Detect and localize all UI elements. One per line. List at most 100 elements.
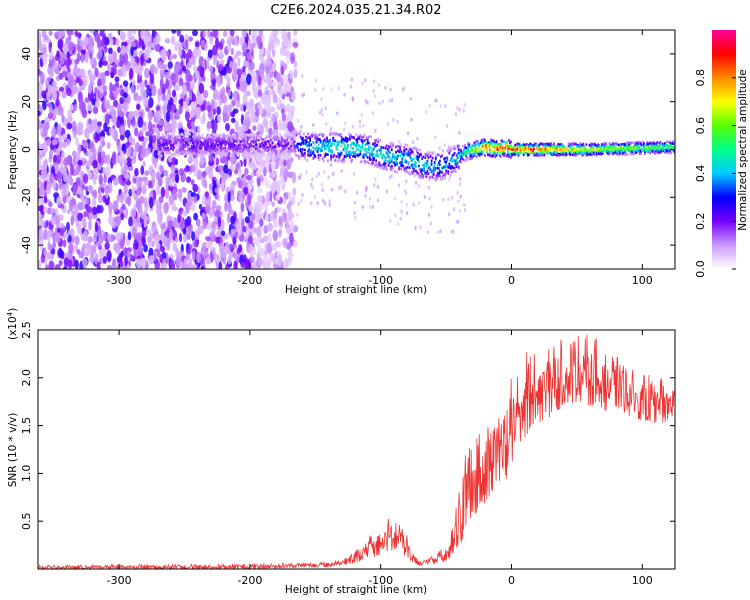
spectrogram-faint-cell (406, 131, 410, 136)
spectrogram-ridge-cell (414, 169, 417, 173)
spectrogram-ridge-cell (408, 172, 411, 176)
spectrogram-ridge-cell (300, 137, 303, 141)
spectrogram-noise-cell (148, 127, 154, 137)
spectrogram-ridge-cell (212, 144, 215, 148)
spectrogram-ridge-cell (251, 135, 254, 139)
spectrogram-ridge-cell (191, 149, 193, 153)
spectrogram-ridge-cell (283, 151, 285, 154)
spectrogram-ridge-cell (453, 147, 456, 151)
spectrogram-ridge-cell (170, 145, 172, 149)
spectrogram-ridge-cell (252, 136, 255, 139)
spectrogram-ridge-cell (231, 133, 234, 137)
spectrogram-noise-cell (205, 235, 211, 242)
spectrogram-ridge-cell (540, 148, 543, 152)
spectrogram-ridge-cell (437, 153, 440, 157)
spectrogram-noise-cell (181, 210, 186, 216)
spectrogram-noise-cell (202, 111, 206, 124)
spectrogram-noise-cell (94, 67, 99, 77)
spectrogram-ridge-cell (293, 140, 296, 143)
spectrogram-noise-cell (98, 59, 103, 68)
spectrogram-ridge-cell (307, 150, 309, 153)
spectrogram-noise-cell (168, 231, 174, 238)
spectrogram-ridge-cell (352, 142, 354, 145)
spectrogram-ridge-cell (183, 138, 186, 141)
spectrogram-ridge-cell (257, 153, 260, 157)
spectrogram-ridge-cell (242, 144, 245, 147)
spectrogram-noise-cell (52, 125, 56, 132)
spectrogram-ridge-cell (395, 159, 397, 163)
spectrogram-noise-cell (116, 215, 122, 226)
spectrogram-noise-cell (273, 30, 279, 37)
spectrogram-ridge-cell (346, 137, 349, 141)
spectrogram-ridge-cell (479, 141, 482, 145)
spectrogram-ridge-cell (193, 142, 195, 145)
spectrogram-noise-cell (164, 38, 171, 44)
spectrogram-ridge-cell (351, 147, 353, 150)
spectrogram-ridge-cell (296, 142, 299, 146)
spectrogram-noise-cell (75, 166, 80, 176)
spectrogram-faint-cell (377, 144, 381, 149)
spectrogram-ridge-cell (488, 143, 491, 147)
spectrogram-ridge-cell (621, 147, 623, 150)
spectrogram-ridge-cell (198, 154, 201, 158)
spectrogram-ridge-cell (314, 147, 317, 151)
spectrogram-noise-cell (186, 176, 192, 184)
spectrogram-noise-cell (220, 230, 226, 237)
spectrogram-ridge-cell (510, 144, 512, 148)
spectrogram-noise-cell (162, 169, 168, 177)
spectrogram-ridge-cell (234, 139, 237, 143)
spectrogram-ridge-cell (494, 152, 497, 155)
spectrogram-noise-cell (175, 236, 179, 243)
spectrogram-noise-cell (169, 178, 174, 187)
spectrogram-noise-cell (92, 123, 99, 132)
spectrogram-ridge-cell (614, 146, 617, 149)
spectrogram-ridge-cell (253, 139, 256, 143)
spectrogram-ridge-cell (491, 139, 494, 142)
spectrogram-noise-cell (70, 163, 75, 176)
spectrogram-faint-cell (350, 77, 354, 82)
spectrogram-noise-cell (47, 66, 52, 75)
spectrogram-ridge-cell (465, 154, 467, 158)
spectrogram-ridge-cell (298, 129, 301, 133)
spectrogram-ridge-cell (579, 146, 582, 149)
spectrogram-ridge-cell (247, 142, 250, 146)
spectrogram-ridge-cell (543, 153, 546, 157)
spectrogram-ridge-cell (545, 142, 548, 146)
spectrogram-ridge-cell (376, 152, 379, 156)
spectrogram-noise-cell (62, 239, 67, 248)
spectrogram-ridge-cell (289, 133, 292, 136)
spectrogram-ridge-cell (336, 148, 339, 151)
spectrogram-noise-cell (87, 35, 94, 46)
spectrogram-ridge-cell (164, 139, 167, 142)
spectrogram-noise-cell (230, 47, 235, 56)
spectrogram-noise-cell (167, 61, 173, 69)
spectrogram-noise-cell (56, 170, 62, 183)
spectrogram-noise-cell (141, 125, 145, 134)
spectrogram-ridge-cell (474, 151, 477, 154)
spectrogram-noise-cell (215, 204, 222, 211)
spectrogram-noise-cell (72, 84, 78, 94)
spectrogram-noise-cell (278, 88, 284, 98)
spectrogram-ridge-cell (278, 132, 281, 136)
spectrogram-noise-cell (97, 121, 102, 127)
spectrogram-ridge-cell (540, 151, 543, 155)
spectrogram-noise-cell (212, 121, 218, 132)
spectrogram-ridge-cell (170, 147, 172, 150)
spectrogram-ridge-cell (377, 140, 380, 144)
spectrogram-ridge-cell (366, 141, 369, 145)
spectrogram-ridge-cell (562, 146, 565, 150)
spectrogram-ridge-cell (497, 148, 500, 152)
spectrogram-ridge-cell (255, 138, 258, 142)
spectrogram-ridge-cell (333, 153, 336, 157)
spectrogram-ridge-cell (215, 142, 217, 146)
spectrogram-noise-cell (151, 30, 156, 39)
spectrogram-ridge-cell (456, 156, 459, 160)
spectrogram-ridge-cell (556, 153, 559, 157)
spectrogram-ridge-cell (200, 146, 203, 150)
spectrogram-ridge-cell (297, 157, 300, 160)
spectrogram-noise-cell (286, 202, 291, 210)
spectrogram-ridge-cell (468, 157, 471, 161)
spectrogram-ridge-cell (333, 142, 336, 146)
spectrogram-noise-cell (200, 265, 206, 269)
spectrogram-ridge-cell (309, 150, 312, 154)
